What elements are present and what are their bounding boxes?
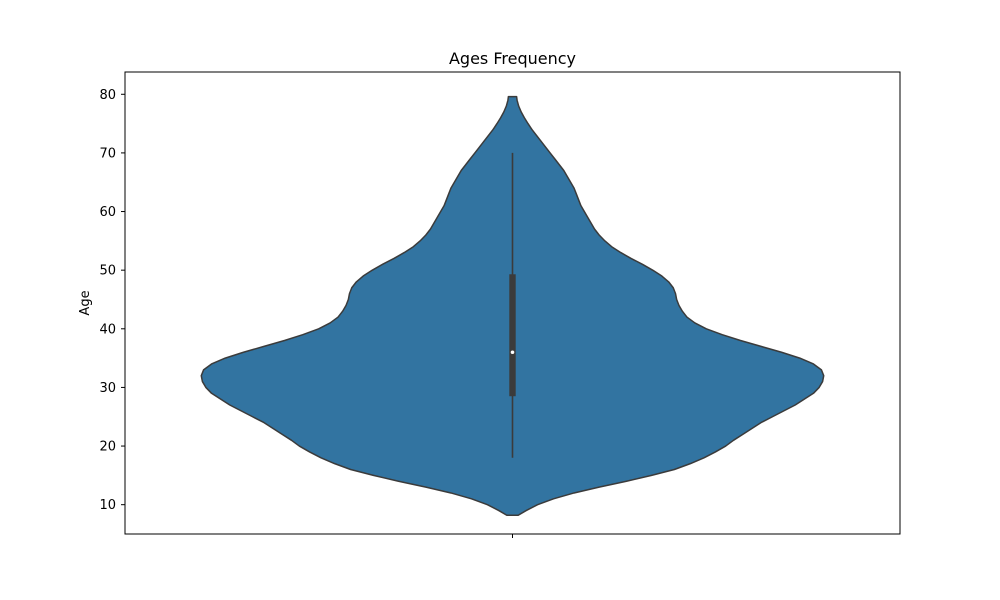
chart-title: Ages Frequency <box>449 49 576 68</box>
y-tick-label: 50 <box>99 264 116 279</box>
y-tick-label: 70 <box>99 146 116 161</box>
y-axis-label: Age <box>78 290 93 315</box>
y-tick-label: 10 <box>99 498 116 513</box>
iqr-box <box>509 274 516 397</box>
y-axis: 10 20 30 40 50 60 70 80 <box>99 88 125 513</box>
y-tick-label: 80 <box>99 88 116 103</box>
y-tick-label: 60 <box>99 205 116 220</box>
y-tick-label: 20 <box>99 440 116 455</box>
y-tick-label: 30 <box>99 381 116 396</box>
y-tick-label: 40 <box>99 322 116 337</box>
box-layer <box>509 152 516 458</box>
median-point <box>510 350 515 355</box>
